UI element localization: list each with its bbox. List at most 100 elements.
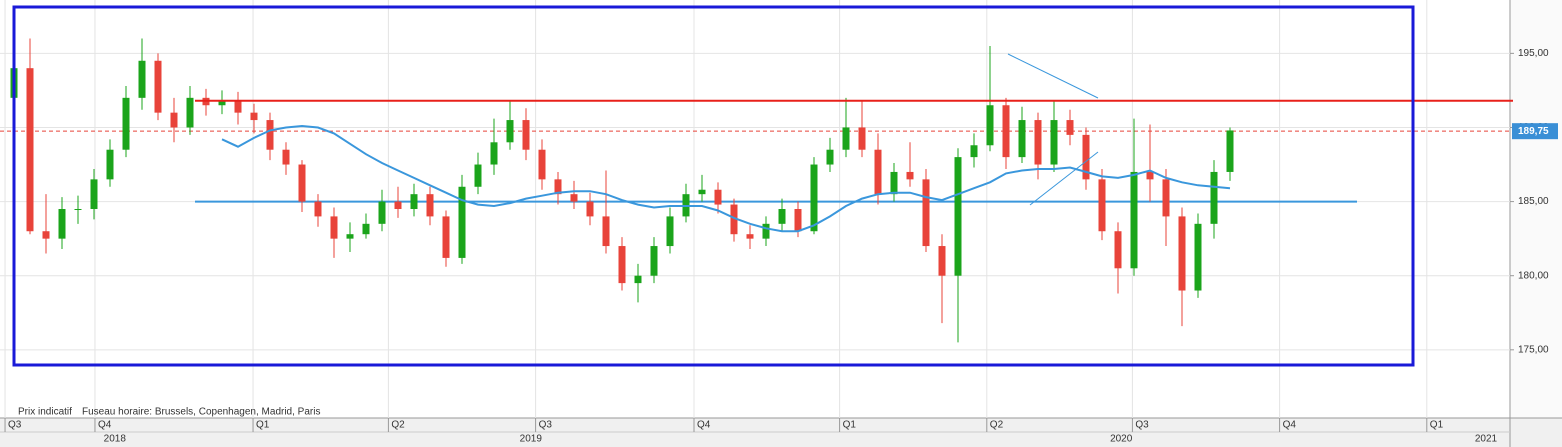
candle-body (714, 189, 722, 205)
year-label: 2021 (1475, 434, 1498, 445)
candle-body (1066, 120, 1074, 135)
candle-body (74, 209, 82, 210)
year-label: 2020 (1110, 434, 1133, 445)
candle-body (570, 194, 578, 202)
candle-body (378, 201, 386, 224)
candle-body (426, 194, 434, 217)
trend-line (1007, 53, 1099, 99)
x-tick-label: Q4 (98, 420, 112, 431)
candle-body (618, 246, 626, 284)
candle-body (1002, 105, 1010, 158)
candle-body (922, 179, 930, 247)
candle-body (90, 179, 98, 209)
candle-body (1082, 134, 1090, 180)
candle-body (442, 216, 450, 258)
y-tick-label: 185,00 (1518, 196, 1549, 207)
annotation-box (12, 5, 1415, 367)
candle-body (858, 127, 866, 150)
x-tick-label: Q3 (539, 420, 553, 431)
last-price-box (1512, 123, 1558, 140)
candle-body (730, 204, 738, 235)
candle-body (138, 60, 146, 98)
candle-body (554, 179, 562, 195)
y-axis-strip (1510, 0, 1562, 418)
candle-body (458, 186, 466, 258)
candle-body (842, 127, 850, 150)
candle-body (650, 246, 658, 276)
candle-body (1210, 171, 1218, 224)
candle-body (330, 216, 338, 239)
x-tick-label: Q3 (1135, 420, 1149, 431)
marks (0, 38, 1513, 343)
candle-body (394, 201, 402, 209)
candle-body (218, 100, 226, 106)
labels: 175,00180,00185,00190,00195,00Q3Q4Q1Q2Q3… (8, 48, 1558, 445)
candle-body (314, 201, 322, 217)
note: Fuseau horaire: Brussels, Copenhagen, Ma… (82, 407, 320, 418)
x-tick-label: Q4 (697, 420, 711, 431)
candle-body (746, 234, 754, 239)
candle-body (474, 164, 482, 187)
candle-body (1018, 120, 1026, 158)
candle-body (874, 149, 882, 195)
candle-body (602, 216, 610, 247)
moving-average (221, 124, 1231, 233)
candle-body (250, 112, 258, 121)
x-tick-label: Q2 (990, 420, 1004, 431)
candle-body (186, 97, 194, 128)
candle-body (42, 231, 50, 239)
candle-body (778, 209, 786, 224)
candle-body (522, 120, 530, 150)
x-tick-label: Q4 (1283, 420, 1297, 431)
candle-body (970, 145, 978, 158)
candle-body (954, 157, 962, 276)
y-tick-label: 195,00 (1518, 48, 1549, 59)
x-tick-label: Q2 (391, 420, 405, 431)
candle-body (154, 60, 162, 113)
year-label: 2019 (520, 434, 543, 445)
y-tick-label: 175,00 (1518, 344, 1549, 355)
x-tick-label: Q1 (1430, 420, 1444, 431)
candle-body (1178, 216, 1186, 291)
candle-body (906, 171, 914, 180)
candle-body (282, 149, 290, 165)
note: Prix indicatif (18, 407, 72, 418)
x-tick-label: Q1 (843, 420, 857, 431)
last-price-label: 189,75 (1518, 126, 1549, 137)
candle-body (346, 234, 354, 239)
candle-body (234, 100, 242, 113)
candle-body (890, 171, 898, 195)
candle-body (1050, 120, 1058, 165)
trend-line (1029, 151, 1099, 206)
candle-body (266, 120, 274, 150)
candle-body (1146, 171, 1154, 180)
y-tick-label: 180,00 (1518, 270, 1549, 281)
candle-body (506, 120, 514, 143)
candle-body (1034, 120, 1042, 165)
candle-body (810, 164, 818, 232)
candle-body (1194, 223, 1202, 291)
candle-body (170, 112, 178, 128)
candle-body (794, 209, 802, 232)
candle-body (26, 68, 34, 232)
candle-body (1226, 130, 1234, 172)
candle-body (122, 97, 130, 150)
candle-body (58, 209, 66, 239)
candle-body (698, 189, 706, 195)
candle-body (362, 223, 370, 235)
candle-body (106, 149, 114, 180)
x-tick-label: Q3 (8, 420, 22, 431)
candle-body (634, 275, 642, 284)
candle-body (410, 194, 418, 209)
candle-body (1130, 171, 1138, 269)
candle-body (1098, 179, 1106, 232)
candle-body (1114, 231, 1122, 269)
candle-body (666, 216, 674, 247)
candle-body (586, 201, 594, 217)
candle-body (538, 149, 546, 180)
candle-body (986, 105, 994, 146)
x-tick-label: Q1 (256, 420, 270, 431)
candle-body (490, 142, 498, 165)
